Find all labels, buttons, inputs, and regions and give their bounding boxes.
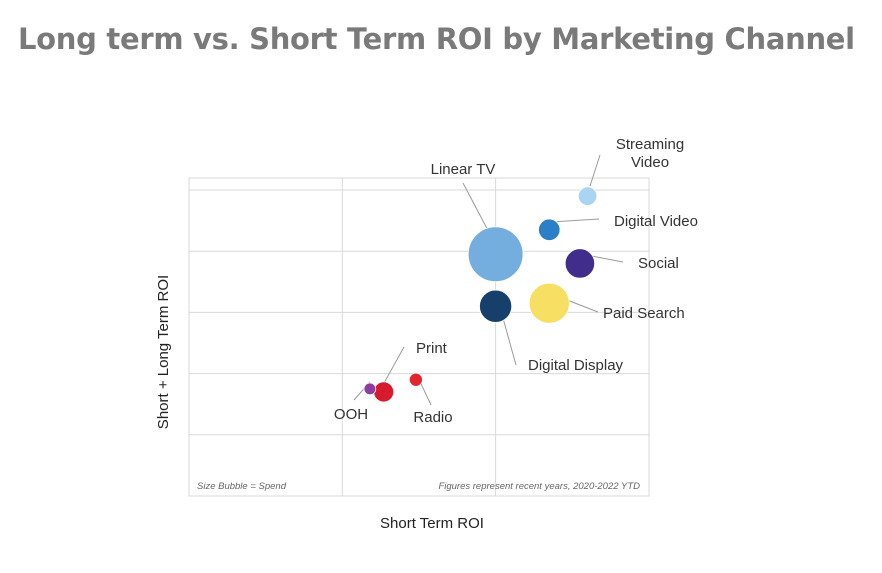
bubble-label: Digital Display: [528, 357, 624, 374]
bubble-labels: Streaming Video Digital Video Linear TV Soci…: [334, 136, 698, 426]
bubble: [373, 381, 395, 403]
bubble: [408, 372, 423, 387]
leader-line: [550, 218, 600, 223]
years-note: Figures represent recent years, 2020-202…: [438, 481, 640, 492]
bubble: [564, 248, 596, 279]
grid: [188, 177, 650, 497]
bubble-label: Linear TV: [431, 161, 496, 178]
bubble: [577, 186, 598, 206]
bubble-label: Print: [416, 340, 448, 357]
bubble-size-note: Size Bubble = Spend: [197, 481, 287, 492]
leader-line: [383, 346, 405, 384]
bubbles: [363, 186, 598, 403]
bubble: [538, 218, 561, 241]
bubble-label: Digital Video: [614, 213, 698, 230]
bubble: [479, 289, 513, 323]
bubble-label: OOH: [334, 406, 368, 423]
bubble: [528, 282, 570, 324]
bubble: [363, 382, 377, 396]
bubble: [467, 226, 524, 283]
x-axis-label: Short Term ROI: [380, 515, 484, 532]
plot-frame: [188, 177, 650, 497]
chart-title: Long term vs. Short Term ROI by Marketin…: [18, 22, 855, 56]
bubble-label: Radio: [413, 409, 452, 426]
bubble-label: Streaming Video: [616, 136, 684, 171]
bubble-label: Paid Search: [603, 305, 685, 322]
leader-line: [589, 154, 601, 187]
y-axis-label: Short + Long Term ROI: [155, 275, 172, 429]
bubble-label: Social: [638, 255, 679, 272]
